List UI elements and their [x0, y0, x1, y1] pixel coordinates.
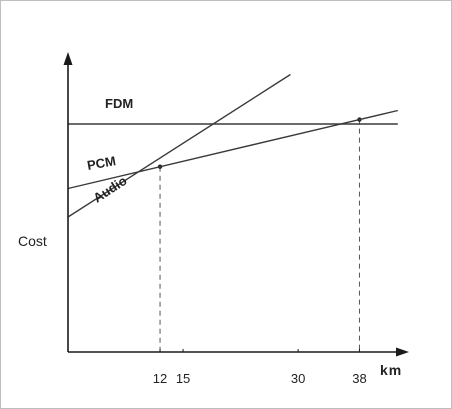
series-line-pcm	[67, 109, 398, 190]
x-tick-label-30: 30	[291, 371, 305, 386]
y-axis-arrow-icon	[63, 52, 73, 65]
y-axis-label: Cost	[18, 233, 47, 249]
series-label-pcm: PCM	[86, 153, 117, 173]
x-axis-arrow-icon	[396, 347, 409, 357]
x-tick-label-15: 15	[176, 371, 190, 386]
series-lines	[67, 73, 398, 218]
series-label-fdm: FDM	[105, 96, 133, 111]
x-tick-label-38: 38	[352, 371, 366, 386]
crossover-guides	[157, 117, 362, 352]
series-label-audio: Audio	[90, 173, 129, 206]
series-line-audio	[67, 73, 291, 218]
x-tick-labels: 12 15 30 38	[153, 349, 367, 386]
x-axis-label: km	[380, 362, 402, 378]
axes	[63, 52, 409, 357]
x-tick-label-12: 12	[153, 371, 167, 386]
